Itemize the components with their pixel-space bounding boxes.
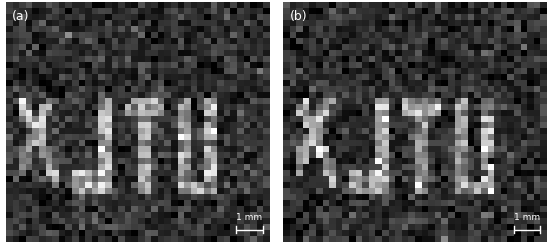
Text: 1 mm: 1 mm: [514, 214, 540, 223]
Text: 1 mm: 1 mm: [236, 214, 262, 223]
Text: (a): (a): [12, 10, 30, 23]
Text: (b): (b): [289, 10, 307, 23]
